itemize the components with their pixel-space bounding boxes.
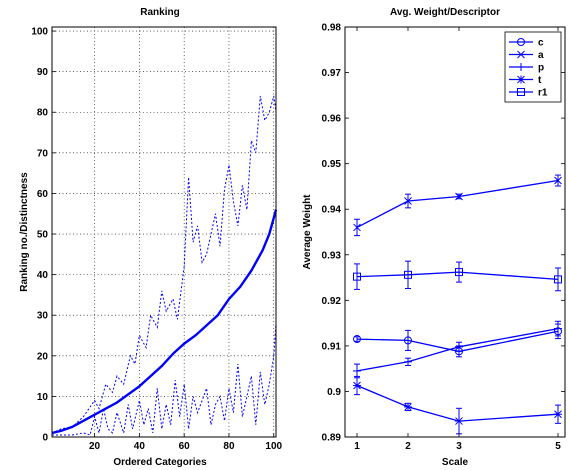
weight-line-a	[356, 179, 559, 228]
weight-errorbar-r1	[405, 260, 411, 289]
weight-x-tick-label: 2	[405, 441, 411, 452]
ranking-ylabel: Ranking no./Distinctness	[19, 172, 30, 292]
weight-point-r1	[554, 275, 562, 284]
weight-errorbar-r1	[555, 267, 561, 292]
legend-label-a: a	[538, 50, 544, 61]
legend-item-c: c	[509, 38, 544, 49]
weight-point-a	[353, 223, 361, 232]
legend-label-p: p	[538, 63, 544, 74]
weight-ticks: 1 2 3 5 0.89 0.9 0.91 0.92 0.93 0.94 0.95 0.96 0.97 0…	[322, 23, 565, 452]
weight-series-t	[353, 375, 562, 435]
weight-point-t	[353, 381, 361, 390]
weight-axes-frame	[344, 26, 566, 438]
ranking-x-tick-label: 80	[223, 441, 235, 452]
weight-point-r1	[353, 272, 361, 281]
ranking-y-tick-label: 100	[31, 27, 48, 38]
weight-y-tick-label: 0.95	[322, 159, 342, 170]
legend-label-c: c	[538, 38, 544, 49]
weight-point-c	[353, 335, 361, 344]
ranking-y-tick-label: 20	[37, 351, 49, 362]
ranking-x-tick-label: 20	[89, 441, 101, 452]
weight-x-tick-label: 3	[456, 441, 462, 452]
ranking-y-tick-label: 70	[37, 148, 49, 159]
weight-title: Avg. Weight/Descriptor	[390, 7, 500, 18]
ranking-x-tick-label: 60	[179, 441, 191, 452]
legend-marker-p	[517, 63, 525, 71]
weight-point-p	[353, 366, 361, 375]
legend-marker-c	[517, 38, 525, 46]
weight-y-tick-label: 0.96	[322, 114, 342, 125]
weight-line-t	[356, 384, 559, 422]
ranking-mean-line	[51, 209, 278, 435]
ranking-xlabel: Ordered Categories	[113, 457, 207, 468]
legend-label-t: t	[538, 75, 542, 86]
weight-errorbar-r1	[354, 263, 360, 290]
ranking-y-tick-label: 0	[42, 433, 48, 444]
weight-point-r1	[404, 270, 412, 279]
ranking-y-tick-label: 40	[37, 270, 49, 281]
legend-marker-t	[517, 75, 525, 84]
ranking-y-tick-label: 30	[37, 311, 49, 322]
weight-y-tick-label: 0.92	[322, 296, 342, 307]
ranking-x-tick-label: 40	[134, 441, 146, 452]
weight-y-tick-label: 0.89	[322, 433, 342, 444]
legend-marker-a	[517, 50, 525, 59]
weight-point-t	[455, 417, 463, 426]
weight-errorbar-c	[405, 329, 411, 351]
weight-series-c	[353, 323, 562, 358]
weight-line-c	[356, 330, 559, 353]
weight-ylabel: Average Weight	[302, 194, 313, 270]
ranking-bound-line-2	[52, 323, 277, 436]
ranking-axes-frame	[51, 26, 277, 438]
ranking-panel: Ranking 20 40 60 80 100 0 10 20 30 40 50 60 70 80 90 10…	[19, 7, 283, 468]
weight-point-c	[404, 336, 412, 345]
ranking-x-tick-label: 100	[265, 441, 282, 452]
ranking-y-tick-label: 90	[37, 67, 49, 78]
weight-series	[353, 174, 562, 435]
ranking-title: Ranking	[140, 7, 179, 18]
legend-marker-r1	[517, 88, 525, 96]
weight-panel: Avg. Weight/Descriptor 1 2 3 5 0.89 0.9 0.91 0.…	[302, 7, 566, 468]
weight-point-a	[404, 197, 412, 205]
weight-y-tick-label: 0.93	[322, 250, 342, 261]
ranking-grid	[52, 27, 276, 437]
weight-x-tick-label: 1	[354, 441, 360, 452]
weight-point-a	[455, 192, 463, 201]
weight-point-p	[554, 324, 562, 333]
legend-item-t: t	[509, 75, 542, 86]
ranking-y-tick-label: 80	[37, 108, 49, 119]
ranking-y-tick-label: 50	[37, 230, 49, 241]
ranking-y-tick-label: 10	[37, 392, 49, 403]
weight-point-t	[554, 410, 562, 419]
weight-x-tick-label: 5	[555, 441, 561, 452]
legend-item-r1: r1	[509, 88, 548, 99]
weight-point-t	[404, 402, 412, 411]
weight-errorbar-c	[354, 336, 360, 342]
ranking-ticks: 20 40 60 80 100 0 10 20 30 40 50 60 70 80 90 100	[31, 27, 282, 452]
weight-y-tick-label: 0.98	[322, 23, 342, 34]
weight-line-p	[356, 327, 559, 372]
weight-series-p	[353, 320, 562, 379]
weight-errorbar-r1	[456, 261, 462, 283]
weight-xlabel: Scale	[442, 457, 469, 468]
weight-point-p	[455, 342, 463, 351]
weight-point-p	[404, 357, 412, 366]
ranking-bound-line-1	[51, 95, 277, 434]
ranking-y-tick-label: 60	[37, 189, 49, 200]
weight-line-r1	[356, 271, 559, 281]
ranking-series	[51, 95, 278, 436]
weight-y-tick-label: 0.91	[322, 341, 342, 352]
weight-y-tick-label: 0.9	[327, 387, 341, 398]
legend-label-r1: r1	[538, 88, 548, 99]
weight-point-a	[554, 176, 562, 185]
legend-item-p: p	[509, 63, 544, 74]
weight-series-a	[353, 174, 562, 237]
weight-point-r1	[455, 268, 463, 277]
weight-series-r1	[353, 260, 562, 292]
legend-item-a: a	[509, 50, 544, 61]
weight-y-tick-label: 0.94	[322, 205, 342, 216]
weight-y-tick-label: 0.97	[322, 68, 342, 79]
